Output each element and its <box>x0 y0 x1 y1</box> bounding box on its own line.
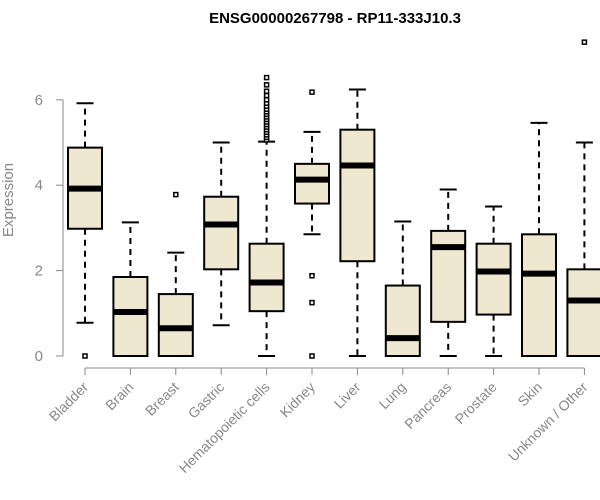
outlier-point <box>309 299 315 306</box>
outlier-point <box>263 88 270 95</box>
box-bladder <box>67 102 103 359</box>
box-pancreas <box>430 188 467 357</box>
x-tick-label: Prostate <box>452 379 500 427</box>
x-tick-label: Hematopoietic cells <box>176 379 273 476</box>
iqr-box <box>112 276 149 358</box>
iqr-box <box>294 162 330 205</box>
box-brain <box>112 221 149 358</box>
iqr-box <box>521 233 557 357</box>
box-lung <box>384 220 421 358</box>
iqr-box <box>248 242 285 313</box>
x-tick-label: Skin <box>515 379 546 410</box>
x-tick-label: Brain <box>102 379 136 413</box>
boxes-group <box>67 39 600 359</box>
box-liver <box>339 88 376 357</box>
iqr-box <box>157 293 194 357</box>
iqr-box <box>203 195 240 271</box>
y-axis-label: Expression <box>0 163 17 237</box>
box-gastric <box>203 141 240 327</box>
iqr-box <box>384 284 421 358</box>
iqr-box <box>475 242 512 316</box>
box-skin <box>521 121 557 357</box>
x-tick-label: Breast <box>142 379 182 419</box>
box-kidney <box>294 89 330 359</box>
x-tick-label: Bladder <box>46 379 92 425</box>
outlier-point <box>581 39 588 45</box>
outlier-point <box>263 82 270 88</box>
outlier-point <box>82 353 88 359</box>
iqr-box <box>566 268 600 357</box>
outlier-point <box>263 97 270 103</box>
box-prostate <box>475 205 512 357</box>
outlier-point <box>309 89 315 95</box>
outlier-point <box>309 272 315 279</box>
box-unknown-other <box>566 39 600 357</box>
outlier-point <box>263 74 270 81</box>
box-hematopoietic-cells <box>248 74 285 357</box>
chart-title: ENSG00000267798 - RP11-333J10.3 <box>209 10 461 27</box>
outlier-point <box>263 92 270 99</box>
box-breast <box>157 191 194 357</box>
y-tick-label: 4 <box>35 177 43 194</box>
y-tick-label: 0 <box>35 348 43 365</box>
outlier-point <box>173 191 179 198</box>
y-tick-label: 2 <box>35 263 43 280</box>
y-axis: 0 2 4 6 <box>35 92 64 365</box>
x-tick-label: Liver <box>331 379 364 412</box>
y-tick-label: 6 <box>35 92 43 109</box>
x-tick-label: Pancreas <box>401 379 454 432</box>
x-tick-label: Gastric <box>185 379 228 422</box>
x-tick-label: Lung <box>376 379 409 412</box>
iqr-box <box>339 128 376 263</box>
outlier-point <box>309 353 315 359</box>
x-tick-label: Unknown / Other <box>505 379 591 465</box>
x-tick-label: Kidney <box>277 379 319 421</box>
